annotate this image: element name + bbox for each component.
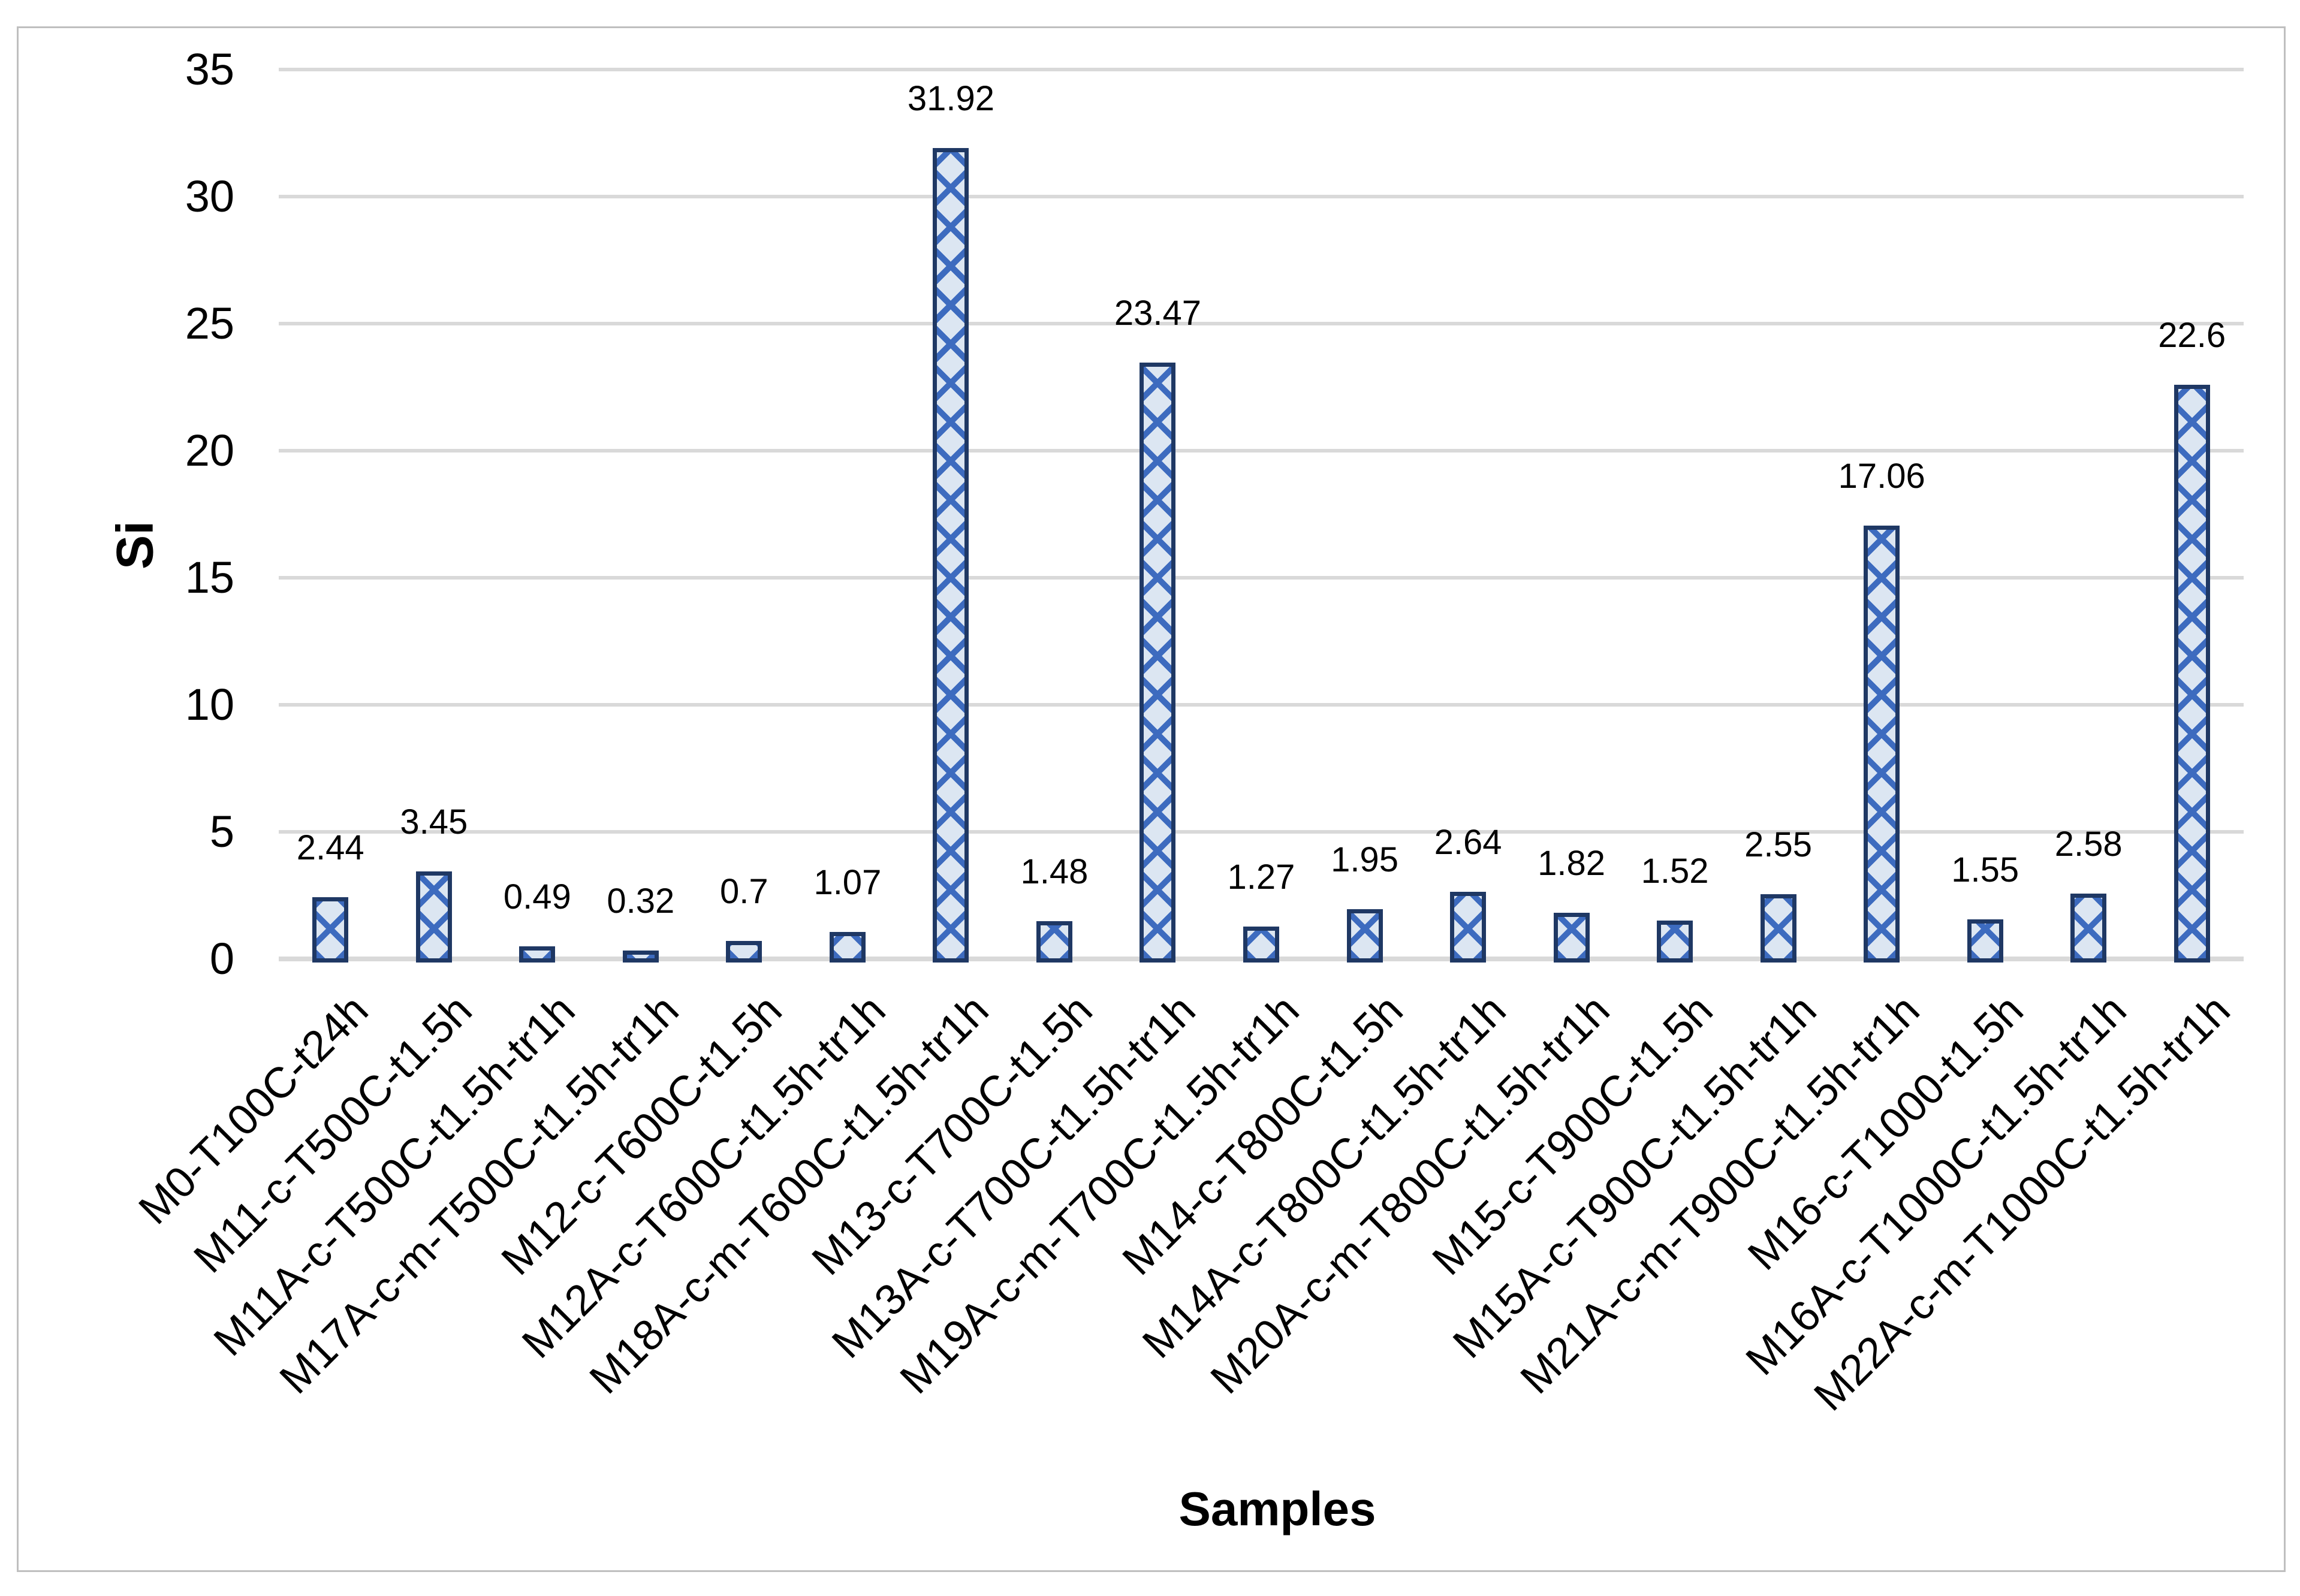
plot-area: 0 5 10 15 20 25 30 35 2.44 M0-T100C-t24h 3.45 M11-c… [19,28,2284,1570]
gridline [279,322,2244,325]
bar [933,147,969,963]
chart-frame: 0 5 10 15 20 25 30 35 2.44 M0-T100C-t24h 3.45 M11-c… [17,26,2286,1572]
bar-data-label: 2.58 [2054,824,2123,864]
y-tick-label: 30 [185,171,234,221]
bar [1140,362,1176,963]
bar [312,897,349,963]
bar-data-label: 1.55 [1951,850,2019,890]
bar [1760,894,1796,963]
bar [415,871,452,963]
bar [726,941,762,963]
gridline [279,68,2244,71]
bar-data-label: 31.92 [907,79,994,118]
bar-data-label: 2.44 [296,828,364,867]
bar-data-label: 0.32 [607,882,675,921]
bar [2174,384,2210,963]
y-tick-label: 5 [209,807,234,856]
y-tick-label: 15 [185,553,234,602]
y-axis-title: Si [106,520,164,570]
bar [622,951,659,963]
bar-data-label: 0.7 [720,872,768,912]
bar-data-label: 3.45 [400,802,468,841]
bar [1553,912,1590,963]
gridline [279,576,2244,580]
y-tick-label: 20 [185,426,234,475]
bar-data-label: 1.27 [1227,858,1295,897]
x-axis-title: Samples [1178,1482,1376,1535]
bar [1967,919,2003,963]
bar-data-label: 22.6 [2158,315,2226,355]
bar-data-label: 2.64 [1434,823,1502,862]
bar [1450,892,1487,963]
bar [519,946,556,963]
bar-data-label: 1.07 [813,862,882,902]
gridline [279,830,2244,834]
gridline [279,703,2244,707]
bar [1864,525,1900,963]
bar-data-label: 1.48 [1020,852,1089,892]
bar-data-label: 0.49 [503,877,571,917]
bar-data-label: 2.55 [1744,825,1813,864]
bar-data-label: 1.82 [1538,843,1606,883]
y-tick-label: 10 [185,680,234,729]
y-tick-label: 35 [185,44,234,94]
bar [1243,927,1279,963]
bar [1657,920,1693,963]
bar-data-label: 1.95 [1331,840,1398,880]
bar-data-label: 23.47 [1114,293,1202,333]
bar [1346,909,1383,963]
bar [829,931,866,963]
y-tick-label: 25 [185,298,234,348]
gridline [279,449,2244,452]
y-tick-label: 0 [209,934,234,983]
bar-data-label: 1.52 [1641,851,1709,891]
gridline [279,195,2244,198]
bar [1036,921,1072,963]
bar [2070,893,2107,963]
bar-data-label: 17.06 [1838,456,1925,496]
